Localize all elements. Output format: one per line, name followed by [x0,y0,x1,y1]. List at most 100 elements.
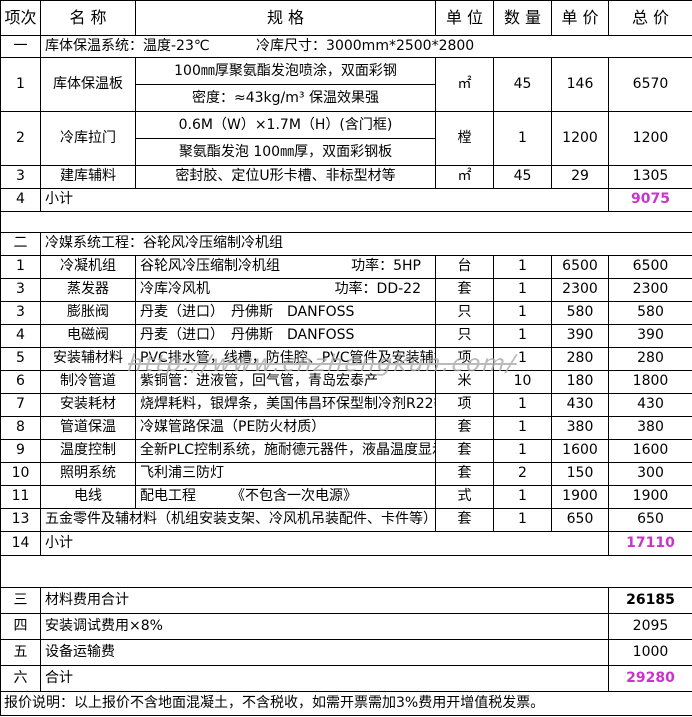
summary-row-transport-fee: 五 设备运输费 1000 [0,639,692,666]
item-price-cell: 430 [551,393,609,417]
table-row: 7 安装耗材 烧焊耗料，银焊条，美国伟昌环保型制冷剂R22等 项 1 430 4… [0,393,692,417]
summary-value-cell: 29280 [608,665,692,692]
section2-title-row: 二 冷媒系统工程：谷轮风冷压缩制冷机组 [0,232,692,256]
item-price-cell: 180 [551,370,609,394]
item-unit-cell: 只 [435,324,494,348]
item-price-cell: 1200 [551,111,609,166]
section1-title-left: 库体保温系统：温度-23℃ [45,37,210,54]
item-unit-cell: 樘 [435,111,494,166]
item-spec-cell: 冷媒管路保温（PE防火材质） [135,416,436,440]
item-qty-cell: 2 [493,462,552,486]
item-price-cell: 6500 [551,255,609,279]
item-unit-cell: ㎡ [435,57,494,112]
item-total-cell: 1305 [608,165,692,189]
item-name-cell: 膨胀阀 [40,301,136,325]
quote-note: 报价说明：以上报价不含地面混凝土，不含税收，如需开票需加3%费用开增值税发票。 [0,691,692,716]
item-spec-cell: 飞利浦三防灯 [135,462,436,486]
item-unit-cell: 套 [435,278,494,302]
item-name-cell: 照明系统 [40,462,136,486]
subtotal-value-cell: 9075 [608,188,692,212]
col-header-qty: 数 量 [493,0,552,36]
item-no-cell: 6 [0,370,41,394]
item-price-cell: 1900 [551,485,609,509]
item-no-cell: 5 [0,347,41,371]
summary-row-install-fee: 四 安装调试费用×8% 2095 [0,613,692,640]
item-unit-cell: 式 [435,485,494,509]
subtotal-label-cell: 小计 [40,531,609,556]
item-unit-cell: ㎡ [435,165,494,189]
summary-value-cell: 26185 [608,587,692,614]
spacer-cell [0,555,692,588]
table-row: 13 五金零件及辅材料（机组安装支架、冷风机吊装配件、卡件等） 套 1 650 … [0,508,692,532]
spacer-cell [0,211,692,233]
item-spec-cell: PVC排水管，线槽，防佳腔、PVC管件及安装辅材等 [135,347,436,371]
item-spec-cell: 丹麦（进口） 丹佛斯 DANFOSS [135,301,436,325]
spec-text: 冷库冷风机 [140,281,210,298]
section2-no: 二 [0,232,41,256]
item-spec-cell: 紫铜管：进液管，回气管，青岛宏泰产 [135,370,436,394]
item-unit-cell: 项 [435,347,494,371]
table-row: 3 建库辅料 密封胶、定位U形卡槽、非标型材等 ㎡ 45 29 1305 [0,165,692,189]
item-price-cell: 380 [551,416,609,440]
table-row: 5 安装辅材料 PVC排水管，线槽，防佳腔、PVC管件及安装辅材等 项 1 28… [0,347,692,371]
item-unit-cell: 套 [435,462,494,486]
summary-label-cell: 材料费用合计 [40,587,609,614]
col-header-name: 名 称 [40,0,136,36]
item-unit-cell: 套 [435,439,494,463]
col-header-item-no: 项次 [0,0,41,36]
summary-no-cell: 四 [0,613,41,640]
item-name-cell: 蒸发器 [40,278,136,302]
item-spec-cell: 100㎜厚聚氨酯发泡喷涂，双面彩钢 密度：≈43kg/m³ 保温效果强 [135,57,436,112]
item-price-cell: 1600 [551,439,609,463]
item-spec-cell: 配电工程 《不包含一次电源》 [135,485,436,509]
section1-no: 一 [0,35,41,58]
section2-subtotal-row: 14 小计 17110 [0,531,692,556]
item-name-spec-cell: 五金零件及辅材料（机组安装支架、冷风机吊装配件、卡件等） [40,508,436,532]
summary-value-cell: 1000 [608,639,692,666]
item-no-cell: 13 [0,508,41,532]
item-no-cell: 3 [0,278,41,302]
spec-line-2: 密度：≈43kg/m³ 保温效果强 [192,90,379,106]
subtotal-value-cell: 17110 [608,531,692,556]
item-qty-cell: 1 [493,255,552,279]
spec-power: 功率：5HP [351,258,421,275]
item-name-cell: 管道保温 [40,416,136,440]
item-no-cell: 3 [0,301,41,325]
item-qty-cell: 1 [493,278,552,302]
item-spec-cell: 丹麦（进口） 丹佛斯 DANFOSS [135,324,436,348]
item-price-cell: 146 [551,57,609,112]
summary-no-cell: 五 [0,639,41,666]
table-header-row: 项次 名 称 规 格 单 位 数 量 单 价 总 价 [0,0,692,36]
table-row: 4 电磁阀 丹麦（进口） 丹佛斯 DANFOSS 只 1 390 390 [0,324,692,348]
section1-subtotal-row: 4 小计 9075 [0,188,692,212]
item-price-cell: 29 [551,165,609,189]
item-no-cell: 11 [0,485,41,509]
table-row: 6 制冷管道 紫铜管：进液管，回气管，青岛宏泰产 米 10 180 1800 [0,370,692,394]
item-spec-cell: 密封胶、定位U形卡槽、非标型材等 [135,165,436,189]
item-name-cell: 电线 [40,485,136,509]
note-row: 报价说明：以上报价不含地面混凝土，不含税收，如需开票需加3%费用开增值税发票。 [0,691,692,716]
item-name-cell: 冷库拉门 [40,111,136,166]
item-spec-cell: 0.6M（W）×1.7M（H）(含门框) 聚氨酯发泡 100㎜厚，双面彩钢板 [135,111,436,166]
spacer-row [0,555,692,588]
spec-text: 谷轮风冷压缩制冷机组 [140,258,280,275]
subtotal-label-cell: 小计 [40,188,609,212]
item-name-cell: 建库辅料 [40,165,136,189]
item-spec-cell: 烧焊耗料，银焊条，美国伟昌环保型制冷剂R22等 [135,393,436,417]
item-spec-cell: 冷库冷风机 功率：DD-22 [135,278,436,302]
item-name-cell: 冷凝机组 [40,255,136,279]
item-no-cell: 1 [0,57,41,112]
item-unit-cell: 台 [435,255,494,279]
table-row: 2 冷库拉门 0.6M（W）×1.7M（H）(含门框) 聚氨酯发泡 100㎜厚，… [0,111,692,166]
item-total-cell: 1200 [608,111,692,166]
item-price-cell: 580 [551,301,609,325]
subtotal-no-cell: 4 [0,188,41,212]
spec-line-2: 聚氨酯发泡 100㎜厚，双面彩钢板 [178,144,393,160]
summary-no-cell: 六 [0,665,41,692]
col-header-spec: 规 格 [135,0,436,36]
table-row: 1 库体保温板 100㎜厚聚氨酯发泡喷涂，双面彩钢 密度：≈43kg/m³ 保温… [0,57,692,112]
summary-label-cell: 设备运输费 [40,639,609,666]
col-header-unit-price: 单 价 [551,0,609,36]
item-qty-cell: 1 [493,439,552,463]
item-qty-cell: 45 [493,165,552,189]
